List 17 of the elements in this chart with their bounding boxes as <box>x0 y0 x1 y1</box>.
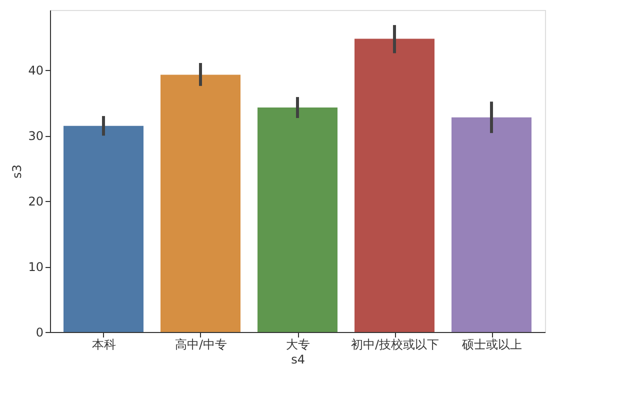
bar <box>258 108 338 332</box>
y-tick-label: 10 <box>28 260 44 274</box>
y-tick-label: 30 <box>28 129 44 144</box>
y-tick-label: 0 <box>36 326 44 340</box>
x-tick-label: 硕士或以上 <box>461 338 522 352</box>
x-tick-label: 初中/技校或以下 <box>350 338 440 352</box>
bar <box>354 38 434 332</box>
x-axis-title: s4 <box>291 352 305 366</box>
bar <box>64 126 144 332</box>
y-axis-title: s3 <box>10 164 24 178</box>
x-tick-label: 高中/中专 <box>174 338 228 352</box>
bar <box>452 117 532 332</box>
y-tick-label: 20 <box>28 194 44 209</box>
x-tick-label: 本科 <box>92 338 116 352</box>
bar <box>160 74 240 332</box>
y-tick-label: 40 <box>28 64 44 78</box>
x-tick-label: 大专 <box>286 338 310 352</box>
